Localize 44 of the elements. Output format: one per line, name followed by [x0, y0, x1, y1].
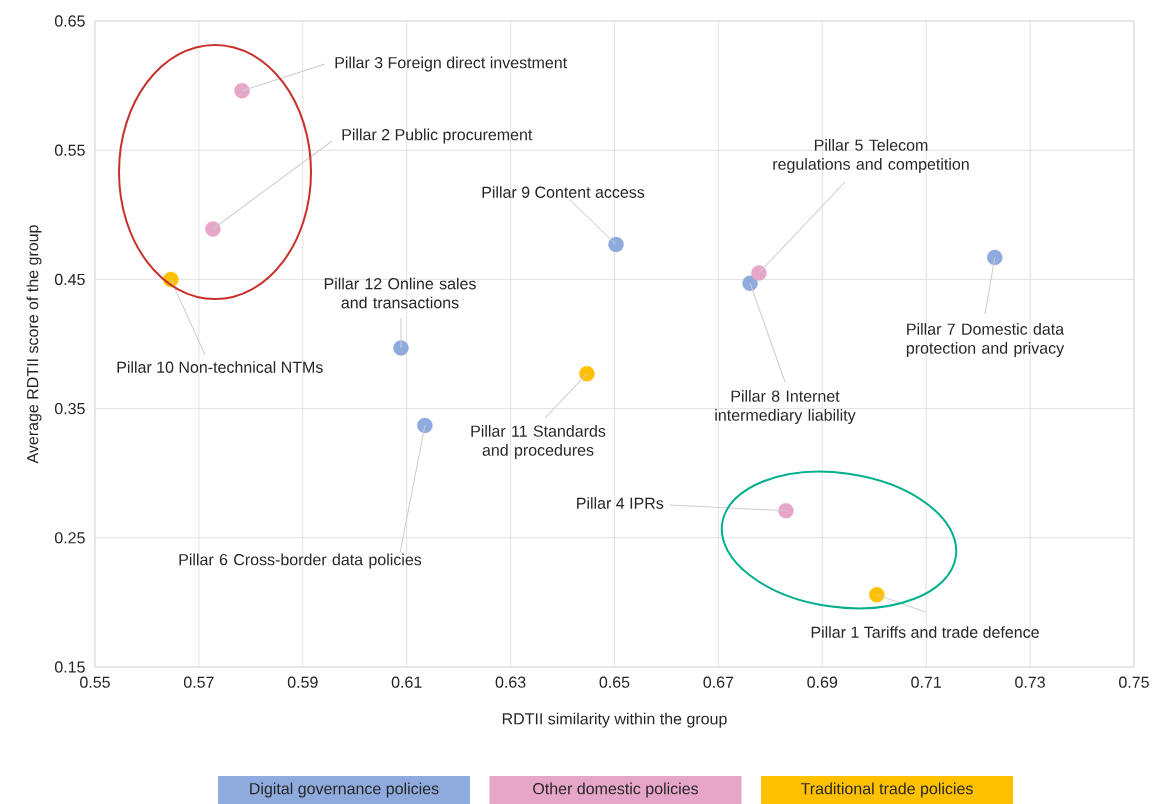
- point: [579, 366, 595, 382]
- y-tick-label: 0.15: [54, 661, 85, 673]
- annotation: Pillar 7 Domestic data protection and privacy: [906, 323, 1065, 357]
- x-tick-label: 0.55: [80, 676, 110, 688]
- text: Other domestic policies: [533, 782, 699, 798]
- annotation: Pillar 3 Foreign direct investment: [335, 56, 568, 72]
- point: [778, 502, 794, 519]
- annotation: Pillar 11 Standards and procedures: [471, 425, 606, 459]
- point: [234, 83, 250, 99]
- point: [393, 340, 409, 356]
- x-tick-label: 0.71: [911, 676, 941, 688]
- y-tick-label: 0.65: [54, 15, 85, 27]
- x-axis-title: RDTII similarity within the group: [502, 712, 727, 728]
- point: [205, 221, 221, 237]
- x-tick-label: 0.57: [183, 676, 214, 688]
- text: Digital governance policies: [250, 782, 439, 798]
- x-tick-label: 0.65: [599, 676, 630, 688]
- x-tick-label: 0.59: [287, 676, 318, 688]
- annotation: Pillar 6 Cross-border data policies: [179, 553, 422, 569]
- x-tick-label: 0.61: [391, 676, 422, 688]
- x-tick-label: 0.73: [1015, 676, 1045, 688]
- x-tick-label: 0.75: [1119, 676, 1149, 688]
- y-tick-label: 0.25: [54, 532, 85, 544]
- x-tick-label: 0.67: [703, 676, 734, 688]
- annotation: Pillar 5 Telecom regulations and competition: [773, 139, 969, 173]
- annotation: Pillar 12 Online sales and transactions: [324, 277, 476, 309]
- x-tick-label: 0.69: [807, 676, 838, 688]
- y-tick-label: 0.55: [54, 144, 85, 156]
- point: [751, 265, 767, 281]
- annotation: Pillar 10 Non-technical NTMs: [117, 361, 323, 373]
- annotation: Pillar 4 IPRs: [577, 497, 664, 509]
- annotation: Pillar 2 Public procurement: [342, 128, 533, 144]
- y-tick-label: 0.45: [54, 273, 85, 286]
- point: [608, 236, 624, 253]
- point: [417, 417, 433, 434]
- x-tick-label: 0.63: [495, 676, 526, 688]
- point: [987, 249, 1003, 266]
- annotation: Pillar 1 Tariffs and trade defence: [811, 626, 1039, 638]
- annotation: Pillar 9 Content access: [482, 186, 645, 198]
- y-axis-title: Average RDTII score of the group: [26, 225, 42, 464]
- y-tick-label: 0.35: [54, 402, 85, 415]
- annotation: Pillar 8 Internet intermediary liability: [715, 390, 856, 424]
- point: [869, 586, 885, 603]
- text: Traditional trade policies: [800, 782, 973, 798]
